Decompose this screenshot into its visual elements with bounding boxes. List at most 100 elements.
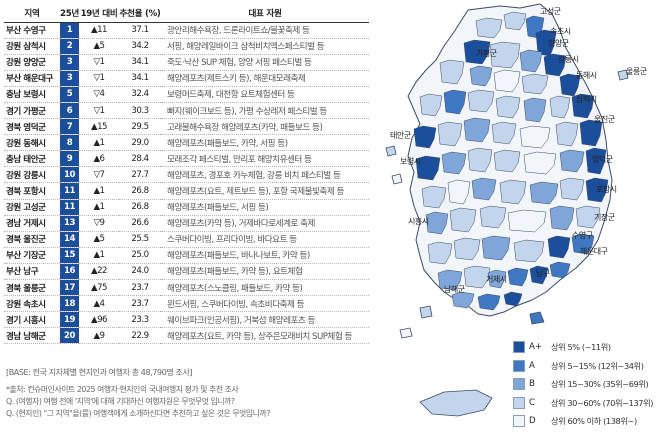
- cell-change: ▽1: [79, 102, 119, 120]
- cell-resource: 서핑, 해양레일바이크 삼척비치엑스페스티벌 등: [161, 38, 369, 55]
- cell-region: 부산 수영구: [4, 22, 60, 39]
- cell-region: 강원 양양군: [4, 54, 60, 71]
- footnotes: *출처: 컨슈머인사이트 2025 여행자·현지인의 국내여행지 평가 및 추천…: [6, 384, 270, 420]
- district-region: [523, 97, 547, 123]
- map-label: 태안군: [390, 130, 411, 140]
- district-region: [475, 17, 503, 39]
- header-resource: 대표 자원: [161, 4, 369, 23]
- district-region: [559, 73, 581, 97]
- cell-change: ▲9: [79, 327, 119, 345]
- cell-rank: 13: [60, 215, 79, 232]
- map-label: 강릉시: [558, 54, 579, 64]
- cell-region: 강원 삼척시: [4, 38, 60, 55]
- cell-rank: 3: [60, 54, 79, 71]
- cell-change: ▲96: [79, 311, 119, 329]
- cell-resource: 광안리해수욕장, 드론라이트쇼/불꽃축제 등: [161, 22, 369, 39]
- table-row: 경북 울진군 14 ▲5 25.5 스쿠버다이빙, 프리다이빙, 바다요트 등: [4, 231, 369, 248]
- cell-rate: 25.0: [119, 247, 161, 264]
- ranking-table: 지역 25년 19년 대비 추천율 (%) 대표 자원 부산 수영구 1 ▲11 37…: [4, 4, 369, 345]
- cell-region: 경북 포항시: [4, 182, 60, 200]
- district-region: [419, 93, 443, 117]
- legend-grade: A+: [529, 342, 543, 353]
- district-region: [493, 69, 521, 93]
- cell-rank: 2: [60, 38, 79, 55]
- footnote-question-local: Q. (현지인) "그 지역"을(를) 여행객에게 소개하신다면 추천하고 싶은…: [6, 409, 270, 418]
- map-label: 남구: [536, 269, 550, 278]
- cell-rank: 18: [60, 295, 79, 313]
- cell-rank: 1: [60, 22, 79, 39]
- district-region: [479, 205, 507, 229]
- cell-resource: 죽도·낙산 SUP 체험, 양양 서핑 페스티벌 등: [161, 54, 369, 71]
- map-label: 가평군: [476, 48, 497, 58]
- cell-resource: 해양레포츠(패들보드, 카약, 서핑 등): [161, 134, 369, 152]
- cell-rank: 10: [60, 166, 79, 184]
- cell-resource: 보령머드축제, 대천항 요트체험센터 등: [161, 86, 369, 103]
- header-rank: 25년: [60, 4, 79, 23]
- table-row: 부산 기장군 15 ▲1 25.0 해양레포츠(패들보드, 바나나보트, 카약 등): [4, 247, 369, 264]
- cell-rank: 6: [60, 102, 79, 120]
- cell-region: 부산 기장군: [4, 247, 60, 264]
- west-sea-island: [385, 145, 397, 157]
- district-region: [547, 235, 571, 259]
- map-label: 동해시: [576, 70, 597, 80]
- cell-rank: 17: [60, 279, 79, 297]
- table-row: 충남 보령시 5 ▽4 32.4 보령머드축제, 대천항 요트체험센터 등: [4, 86, 369, 103]
- west-sea-island: [391, 173, 403, 185]
- district-region: [503, 11, 527, 31]
- cell-region: 강원 고성군: [4, 199, 60, 216]
- table-row: 부산 남구 16 ▲22 24.0 해양레포츠(패들보드, 카약 등), 요트체험: [4, 263, 369, 281]
- district-region: [467, 89, 495, 113]
- cell-rate: 28.4: [119, 150, 161, 168]
- cell-rate: 29.0: [119, 134, 161, 152]
- cell-change: ▲1: [79, 199, 119, 216]
- cell-region: 경남 거제시: [4, 215, 60, 232]
- map-label: 기장군: [594, 212, 615, 222]
- map-label: 고성군: [540, 7, 561, 16]
- table-row: 경남 거제시 13 ▽9 26.6 해양레포츠(카약 등), 거제바다로세계로 축제: [4, 215, 369, 232]
- district-region: [519, 125, 551, 149]
- cell-rank: 15: [60, 247, 79, 264]
- table-row: 강원 속초시 18 ▲4 23.7 윈드서핑, 스쿠버다이빙, 속초비다축제 등: [4, 295, 369, 313]
- district-region: [437, 121, 463, 147]
- cell-region: 강원 동해시: [4, 134, 60, 152]
- district-region: [437, 269, 463, 291]
- legend-item: A 상위 5~15% (12위~34위): [513, 357, 653, 376]
- table-row: 경북 영덕군 7 ▲15 29.5 고래불해수욕장 해양레포츠(카약, 패들보드 등): [4, 118, 369, 136]
- legend-swatch: [513, 415, 525, 428]
- district-region: [555, 121, 579, 147]
- table-row: 강원 고성군 11 ▲1 26.8 해양레포츠(패들보드, 서핑 등): [4, 199, 369, 216]
- cell-change: ▽1: [79, 70, 119, 87]
- district-region: [441, 151, 467, 175]
- cell-change: ▲5: [79, 231, 119, 248]
- district-region: [559, 149, 585, 173]
- district-region: [549, 205, 575, 231]
- cell-rank: 8: [60, 134, 79, 152]
- cell-rank: 14: [60, 231, 79, 248]
- district-region: [513, 239, 545, 263]
- district-region: [499, 179, 527, 205]
- legend-range: 상위 5~15% (12위~34위): [551, 360, 644, 371]
- district-region: [425, 211, 449, 235]
- map-regions: [385, 3, 629, 417]
- district-region: [447, 179, 471, 205]
- district-region: [463, 117, 491, 143]
- map-label: 보령시: [400, 157, 421, 166]
- district-region: [415, 155, 441, 181]
- header-region: 지역: [4, 4, 60, 23]
- cell-rate: 24.0: [119, 263, 161, 281]
- cell-rate: 23.7: [119, 295, 161, 313]
- header-change: 19년 대비: [79, 4, 119, 23]
- cell-region: 부산 해운대구: [4, 70, 60, 87]
- table-row: 경기 시흥시 19 ▲96 23.3 웨이브파크(인공서핑), 거북섬 해양레포츠 등: [4, 311, 369, 329]
- table-row: 경남 남해군 20 ▲9 22.9 해양레포츠(요트, 카약 등), 상주은모래비치 S…: [4, 327, 369, 345]
- legend-range: 상위 60% 이하 (138위~): [551, 416, 637, 427]
- cell-region: 강원 강릉시: [4, 166, 60, 184]
- district-region: [571, 233, 595, 255]
- district-region: [489, 41, 521, 69]
- district-region: [427, 241, 453, 265]
- cell-region: 경기 시흥시: [4, 311, 60, 329]
- table-row: 강원 동해시 8 ▲1 29.0 해양레포츠(패들보드, 카약, 서핑 등): [4, 134, 369, 152]
- legend-grade: B: [529, 379, 535, 390]
- table-row: 부산 수영구 1 ▲11 37.1 광안리해수욕장, 드론라이트쇼/불꽃축제 등: [4, 22, 369, 39]
- cell-region: 경기 가평군: [4, 102, 60, 120]
